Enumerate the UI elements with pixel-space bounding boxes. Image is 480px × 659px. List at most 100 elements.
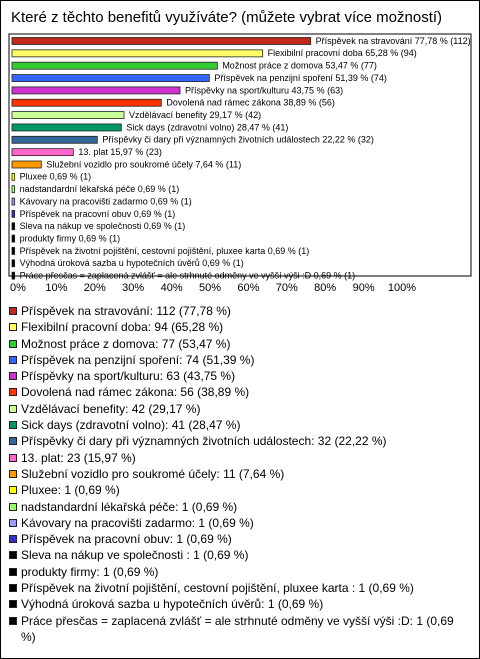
legend-swatch xyxy=(9,339,17,348)
value-label: Pluxee 0,69 % (1) xyxy=(20,172,92,182)
value-label: Vzdělávací benefity 29,17 % (42) xyxy=(129,110,261,120)
x-tick-label: 100% xyxy=(388,282,416,294)
bar xyxy=(11,148,74,157)
legend-item: Příspěvek na penzijní spoření: 74 (51,39… xyxy=(7,352,469,368)
chart: Příspěvek na stravování 77,78 % (112) Fle… xyxy=(8,33,472,294)
legend-label: Práce přesčas = zaplacená zvlášť = ale s… xyxy=(21,613,454,644)
value-label: Příspěvek na pracovní obuv 0,69 % (1) xyxy=(20,209,176,219)
legend-swatch xyxy=(9,551,17,560)
value-label: Příspěvek na stravování 77,78 % (112) xyxy=(316,36,471,46)
legend-swatch xyxy=(9,453,17,462)
bar xyxy=(11,259,16,268)
x-tick-label: 60% xyxy=(237,282,259,294)
legend-item: Výhodná úroková sazba u hypotečních úvěr… xyxy=(7,596,469,612)
legend-item: Flexibilní pracovní doba: 94 (65,28 %) xyxy=(7,319,469,335)
legend-item: Dovolená nad rámec zákona: 56 (38,89 %) xyxy=(7,384,469,400)
legend-swatch xyxy=(9,502,17,511)
legend-label: produkty firmy: 1 (0,69 %) xyxy=(21,564,159,579)
legend-swatch xyxy=(9,388,17,397)
legend-item: Služební vozidlo pro soukromé účely: 11 … xyxy=(7,466,469,482)
legend-item: Příspěvek na životní pojištění, cestovní… xyxy=(7,580,469,596)
x-tick-label: 70% xyxy=(276,282,298,294)
legend-label: 13. plat: 23 (15,97 %) xyxy=(21,450,136,465)
legend-swatch xyxy=(9,567,17,576)
legend-swatch xyxy=(9,486,17,495)
x-tick-label: 80% xyxy=(314,282,336,294)
legend-swatch xyxy=(9,535,17,544)
value-label: Kávovary na pracovišti zadarmo 0,69 % (1… xyxy=(20,196,192,206)
chart-title: Které z těchto benefitů využíváte? (může… xyxy=(11,9,443,26)
bar xyxy=(11,222,16,231)
legend-item: Příspěvek na pracovní obuv: 1 (0,69 %) xyxy=(7,531,469,547)
x-tick-label: 50% xyxy=(199,282,221,294)
x-tick-label: 20% xyxy=(84,282,106,294)
legend-swatch xyxy=(9,323,17,332)
x-tick-label: 0% xyxy=(10,282,26,294)
legend-label: Výhodná úroková sazba u hypotečních úvěr… xyxy=(21,597,324,612)
bar xyxy=(11,172,16,181)
value-label: Sleva na nákup ve společnosti 0,69 % (1) xyxy=(20,221,186,231)
value-label: Příspěvky na sport/kulturu 43,75 % (63) xyxy=(185,85,343,95)
legend-label: Sick days (zdravotní volno): 41 (28,47 %… xyxy=(21,418,241,433)
value-label: Práce přesčas = zaplacená zvlášť = ale s… xyxy=(20,271,356,281)
legend-swatch xyxy=(9,616,17,625)
legend-swatch xyxy=(9,518,17,527)
legend-item: nadstandardní lékařská péče: 1 (0,69 %) xyxy=(7,499,469,515)
legend-item: produkty firmy: 1 (0,69 %) xyxy=(7,564,469,580)
legend-label: Kávovary na pracovišti zadarmo: 1 (0,69 … xyxy=(21,515,254,530)
bar xyxy=(11,61,218,70)
legend-label: Příspěvek na stravování: 112 (77,78 %) xyxy=(21,304,231,318)
value-label: Výhodná úroková sazba u hypotečních úvěr… xyxy=(20,258,244,268)
legend-label: Dovolená nad rámec zákona: 56 (38,89 %) xyxy=(21,385,250,400)
legend-label: Pluxee: 1 (0,69 %) xyxy=(21,483,120,498)
bar xyxy=(11,98,162,107)
legend-label: Příspěvek na penzijní spoření: 74 (51,39… xyxy=(21,352,255,367)
legend-label: Příspěvky či dary při významných životní… xyxy=(21,434,387,449)
legend-item: Kávovary na pracovišti zadarmo: 1 (0,69 … xyxy=(7,515,469,531)
legend-item: Příspěvky na sport/kulturu: 63 (43,75 %) xyxy=(7,368,469,384)
legend-swatch xyxy=(9,600,17,609)
bar xyxy=(11,160,42,169)
bar xyxy=(11,86,181,95)
legend-swatch xyxy=(9,584,17,593)
legend-label: nadstandardní lékařská péče: 1 (0,69 %) xyxy=(21,499,238,514)
legend-swatch xyxy=(9,469,17,478)
value-label: Příspěvky či dary při významných životní… xyxy=(102,135,374,145)
legend-label: Sleva na nákup ve společnosti : 1 (0,69 … xyxy=(21,548,249,563)
legend-item: Vzdělávací benefity: 42 (29,17 %) xyxy=(7,401,469,417)
value-label: produkty firmy 0,69 % (1) xyxy=(20,233,121,243)
x-tick-label: 90% xyxy=(353,282,375,294)
value-label: Příspěvek na penzijní spoření 51,39 % (7… xyxy=(214,73,387,83)
legend-label: Příspěvek na životní pojištění, cestovní… xyxy=(21,581,414,596)
legend-item: Práce přesčas = zaplacená zvlášť = ale s… xyxy=(7,613,469,646)
x-tick-label: 40% xyxy=(161,282,183,294)
legend-item: Příspěvky či dary při významných životní… xyxy=(7,433,469,449)
legend-item: Sick days (zdravotní volno): 41 (28,47 %… xyxy=(7,417,469,433)
legend-swatch xyxy=(9,355,17,364)
legend-label: Služební vozidlo pro soukromé účely: 11 … xyxy=(21,466,285,481)
value-label: Příspěvek na životní pojištění, cestovní… xyxy=(20,246,310,256)
legend-item: Možnost práce z domova: 77 (53,47 %) xyxy=(7,336,469,352)
bar xyxy=(11,234,16,243)
value-label: Možnost práce z domova 53,47 % (77) xyxy=(222,61,377,71)
bar xyxy=(11,135,98,144)
bar xyxy=(11,49,264,58)
legend-swatch xyxy=(9,421,17,430)
legend-label: Příspěvek na pracovní obuv: 1 (0,69 %) xyxy=(21,532,232,547)
bar xyxy=(11,247,16,255)
value-label: Dovolená nad rámec zákona 38,89 % (56) xyxy=(166,98,335,108)
bar xyxy=(11,197,16,206)
x-tick-label: 10% xyxy=(45,282,67,294)
legend-label: Vzdělávací benefity: 42 (29,17 %) xyxy=(21,401,201,416)
value-label: nadstandardní lékařská péče 0,69 % (1) xyxy=(20,184,180,194)
value-label: Flexibilní pracovní doba 65,28 % (94) xyxy=(268,48,417,58)
legend-item: Sleva na nákup ve společnosti : 1 (0,69 … xyxy=(7,547,469,563)
legend-swatch xyxy=(9,372,17,381)
bar xyxy=(11,185,16,194)
legend-swatch xyxy=(9,307,17,315)
legend-item: Příspěvek na stravování: 112 (77,78 %) xyxy=(7,303,469,319)
x-tick-label: 30% xyxy=(122,282,144,294)
legend-swatch xyxy=(9,437,17,446)
legend-label: Flexibilní pracovní doba: 94 (65,28 %) xyxy=(21,320,224,335)
